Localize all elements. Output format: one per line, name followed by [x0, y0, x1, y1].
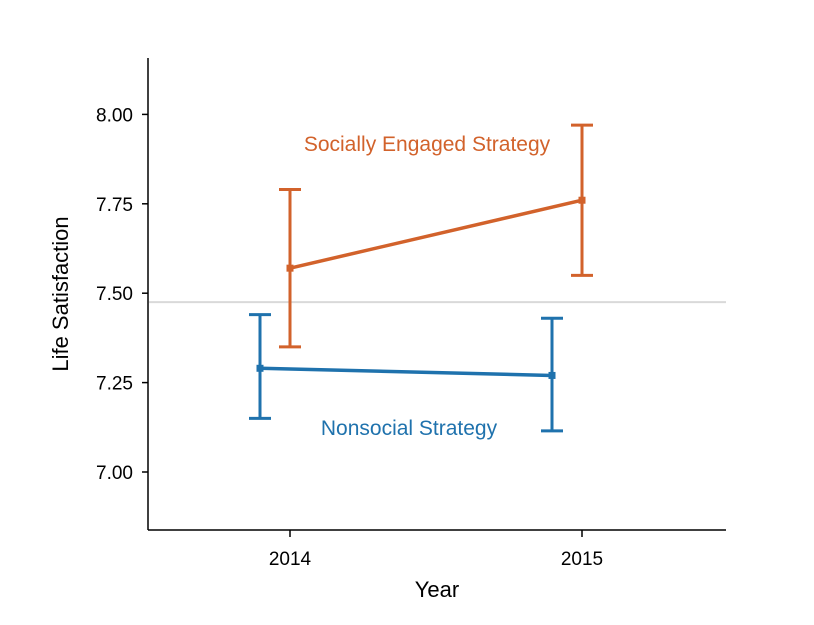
data-point — [286, 264, 294, 272]
x-axis-ticks: 2014 2015 — [269, 530, 603, 570]
y-tick-label: 7.50 — [96, 284, 133, 305]
y-tick-label: 7.25 — [96, 374, 133, 395]
data-point — [548, 371, 556, 379]
series-label-nonsocial: Nonsocial Strategy — [321, 417, 498, 440]
series-line — [289, 198, 583, 270]
y-tick-label: 8.00 — [96, 105, 133, 126]
x-axis-label: Year — [415, 577, 459, 602]
x-tick-label: 2014 — [269, 549, 312, 570]
x-tick-label: 2015 — [561, 549, 603, 570]
series-layer — [249, 123, 593, 433]
y-axis-ticks: 7.00 7.25 7.50 7.75 8.00 — [96, 105, 148, 484]
series-0 — [279, 123, 593, 349]
data-point — [256, 364, 264, 372]
series-line — [259, 366, 553, 378]
data-point — [578, 196, 586, 204]
y-tick-label: 7.75 — [96, 195, 133, 216]
series-1 — [249, 313, 563, 433]
y-tick-label: 7.00 — [96, 463, 133, 484]
y-axis-label: Life Satisfaction — [48, 216, 73, 371]
series-label-socially-engaged: Socially Engaged Strategy — [304, 133, 551, 156]
